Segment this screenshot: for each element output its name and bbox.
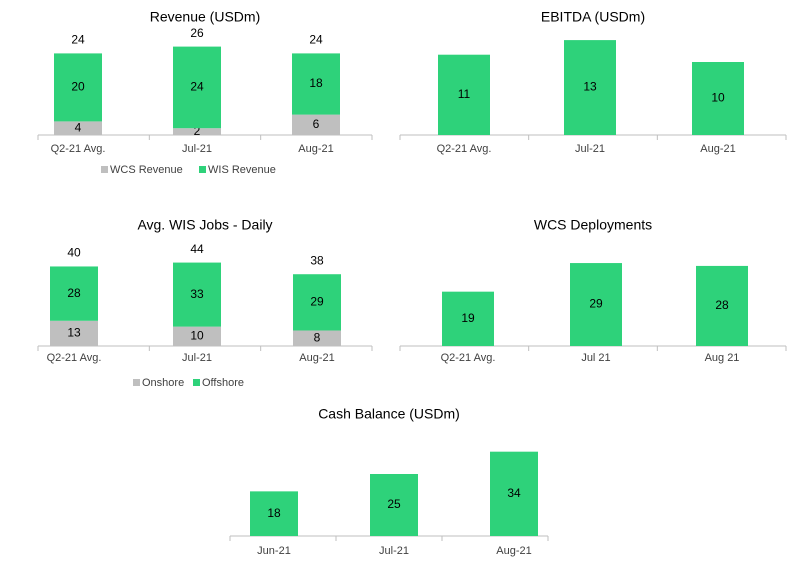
category-label: Jul 21 — [581, 352, 610, 364]
data-label: 19 — [461, 311, 475, 325]
legend-swatch — [133, 379, 140, 386]
bar-segment — [173, 128, 221, 135]
bar-segment — [293, 274, 341, 331]
legend-label: WCS Revenue — [110, 164, 183, 176]
bar-segment — [438, 54, 490, 136]
data-label: 28 — [67, 286, 81, 300]
data-label: 13 — [583, 80, 597, 94]
data-label: 11 — [458, 87, 471, 101]
legend-label: Onshore — [142, 377, 184, 389]
bar-segment — [292, 53, 340, 115]
chart-title: Revenue (USDm) — [150, 9, 260, 25]
data-label: 4 — [75, 120, 82, 134]
total-label: 38 — [310, 253, 324, 267]
legend-label: WIS Revenue — [208, 164, 276, 176]
bar-segment — [442, 291, 494, 346]
bar-segment — [293, 330, 341, 346]
data-label: 29 — [589, 297, 603, 311]
category-label: Jul-21 — [182, 352, 212, 364]
category-label: Q2-21 Avg. — [51, 143, 106, 155]
bar-segment — [570, 263, 622, 346]
category-label: Aug 21 — [705, 352, 740, 364]
data-label: 33 — [190, 287, 204, 301]
data-label: 10 — [711, 91, 725, 105]
bar-segment — [292, 114, 340, 135]
data-label: 25 — [387, 497, 401, 511]
bar-segment — [696, 265, 748, 346]
data-label: 2 — [194, 124, 201, 138]
chart-title: WCS Deployments — [534, 217, 652, 233]
bar-segment — [692, 62, 744, 135]
legend-label: Offshore — [202, 377, 244, 389]
bar-segment — [50, 266, 98, 321]
data-label: 29 — [310, 295, 324, 309]
bar-segment — [564, 40, 616, 135]
bar-segment — [54, 53, 102, 122]
data-label: 8 — [314, 330, 321, 344]
category-label: Jul-21 — [182, 143, 212, 155]
category-label: Jun-21 — [257, 545, 291, 557]
data-label: 24 — [190, 80, 204, 94]
data-label: 6 — [313, 117, 320, 131]
bar-segment — [490, 451, 538, 536]
data-label: 34 — [507, 486, 521, 500]
category-label: Q2-21 Avg. — [47, 352, 102, 364]
total-label: 26 — [190, 26, 204, 40]
category-label: Q2-21 Avg. — [441, 352, 496, 364]
category-label: Aug-21 — [496, 545, 531, 557]
category-label: Jul-21 — [575, 143, 605, 155]
bar-segment — [173, 46, 221, 129]
total-label: 44 — [190, 242, 204, 256]
category-label: Q2-21 Avg. — [437, 143, 492, 155]
bar-segment — [54, 121, 102, 135]
data-label: 28 — [715, 298, 729, 312]
legend-swatch — [193, 379, 200, 386]
category-label: Jul-21 — [379, 545, 409, 557]
bar-segment — [370, 474, 418, 536]
data-label: 18 — [267, 506, 281, 520]
data-label: 10 — [190, 328, 204, 342]
total-label: 40 — [67, 246, 81, 260]
category-label: Aug-21 — [700, 143, 735, 155]
total-label: 24 — [309, 33, 323, 47]
category-label: Aug-21 — [299, 352, 334, 364]
data-label: 18 — [309, 76, 323, 90]
bar-segment — [250, 491, 298, 536]
chart-title: Cash Balance (USDm) — [318, 406, 460, 422]
data-label: 20 — [71, 80, 85, 94]
bar-segment — [173, 326, 221, 346]
category-label: Aug-21 — [298, 143, 333, 155]
bar-segment — [50, 320, 98, 346]
bar-segment — [173, 262, 221, 327]
chart-title: Avg. WIS Jobs - Daily — [137, 217, 272, 233]
total-label: 24 — [71, 33, 85, 47]
legend-swatch — [199, 166, 206, 173]
data-label: 13 — [67, 326, 81, 340]
legend-swatch — [101, 166, 108, 173]
chart-title: EBITDA (USDm) — [541, 9, 645, 25]
